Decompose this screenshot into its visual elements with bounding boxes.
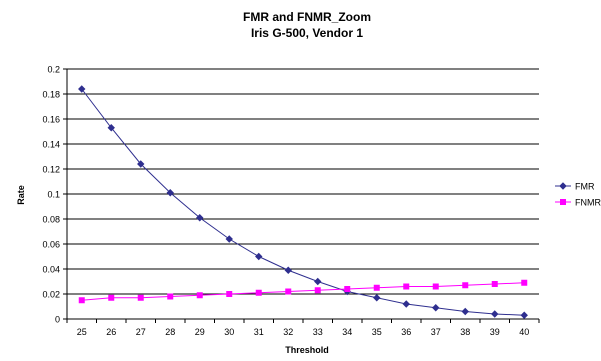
data-point-fnmr <box>78 297 85 304</box>
y-tick-label: 0.08 <box>42 215 60 225</box>
series-line-fnmr <box>81 282 525 301</box>
x-tick-label: 34 <box>342 327 352 337</box>
data-point-fmr <box>373 294 381 302</box>
legend-marker-fmr <box>559 182 567 190</box>
data-point-fnmr <box>137 294 144 301</box>
data-point-fnmr <box>344 286 351 292</box>
data-point-fmr <box>520 311 528 319</box>
x-tick-label: 37 <box>431 327 441 337</box>
data-point-fmr <box>284 266 292 274</box>
data-point-fnmr <box>491 281 498 287</box>
data-point-fnmr <box>255 289 262 296</box>
y-tick-label: 0.1 <box>47 190 60 200</box>
y-tick-label: 0.06 <box>42 240 60 250</box>
data-point-fmr <box>225 235 233 243</box>
data-point-fmr <box>196 214 204 222</box>
data-point-fmr <box>255 252 263 261</box>
data-point-fnmr <box>373 284 380 291</box>
data-point-fmr <box>491 310 499 318</box>
legend: FMR FNMR <box>555 182 601 208</box>
x-tick-label: 30 <box>224 327 234 337</box>
x-tick-label: 27 <box>136 327 146 337</box>
x-tick-label: 38 <box>460 327 470 337</box>
x-tick-label: 39 <box>490 327 500 337</box>
data-point-fnmr <box>403 283 410 290</box>
data-point-fnmr <box>462 282 469 289</box>
y-tick-label: 0.02 <box>42 290 60 300</box>
x-tick-label: 33 <box>313 327 323 337</box>
y-axis-label: Rate <box>16 185 26 205</box>
legend-label-fmr: FMR <box>575 182 595 192</box>
data-point-fmr <box>402 300 410 308</box>
x-tick-label: 28 <box>165 327 175 337</box>
data-point-fnmr <box>167 293 174 300</box>
data-point-fmr <box>432 304 440 312</box>
chart-subtitle: Iris G-500, Vendor 1 <box>251 26 363 40</box>
data-point-fnmr <box>226 291 233 297</box>
x-axis-label: Threshold <box>285 345 329 355</box>
data-point-fmr <box>461 307 469 316</box>
data-point-fnmr <box>432 283 439 290</box>
data-point-fmr <box>314 277 322 286</box>
y-tick-label: 0.18 <box>42 90 60 100</box>
x-tick-label: 26 <box>106 327 116 337</box>
y-tick-label: 0.12 <box>42 165 60 175</box>
x-tick-label: 40 <box>519 327 529 337</box>
chart-title: FMR and FNMR_Zoom <box>243 10 371 24</box>
y-tick-label: 0.2 <box>47 65 60 75</box>
data-point-fnmr <box>285 288 292 295</box>
y-tick-label: 0.14 <box>42 140 60 150</box>
x-tick-label: 32 <box>283 327 293 337</box>
data-point-fnmr <box>521 279 528 286</box>
x-tick-label: 35 <box>372 327 382 337</box>
legend-marker-fnmr <box>560 199 566 205</box>
x-tick-label: 31 <box>254 327 264 337</box>
legend-label-fnmr: FNMR <box>575 198 601 208</box>
y-tick-label: 0.16 <box>42 115 60 125</box>
data-point-fmr <box>78 85 86 93</box>
x-tick-label: 25 <box>77 327 87 337</box>
series-line-fmr <box>81 88 525 316</box>
y-tick-label: 0.04 <box>42 265 60 275</box>
x-tick-label: 29 <box>195 327 205 337</box>
y-tick-label: 0 <box>55 315 60 325</box>
x-tick-label: 36 <box>401 327 411 337</box>
plot-area: 0 0.02 0.04 0.06 0.08 0.1 0.12 0.14 0.16 0.18 0.2 2… <box>42 65 540 337</box>
data-point-fnmr <box>314 287 321 294</box>
data-point-fmr <box>166 189 174 197</box>
data-point-fnmr <box>108 294 115 301</box>
data-point-fmr <box>137 160 145 168</box>
data-point-fmr <box>107 124 115 132</box>
data-point-fnmr <box>196 292 203 299</box>
